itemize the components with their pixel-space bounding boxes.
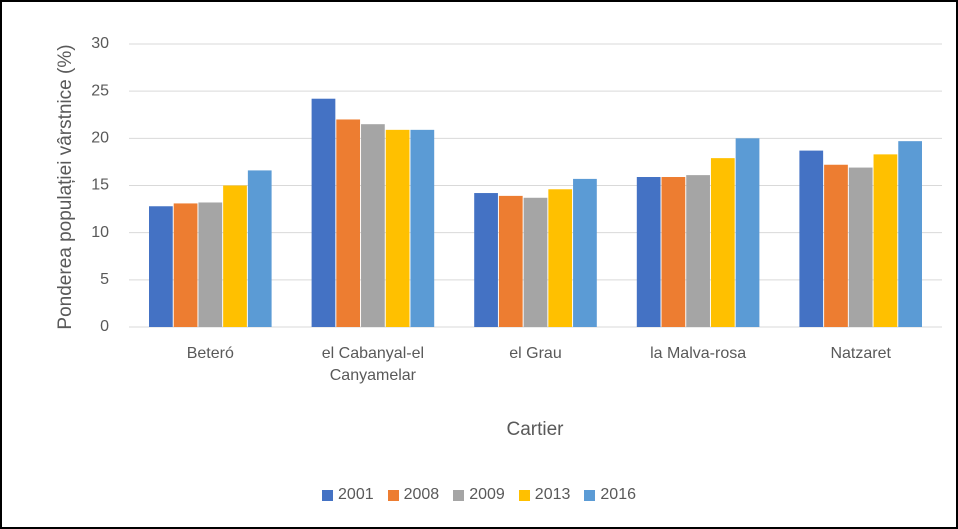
bar (198, 202, 223, 327)
bar (799, 150, 824, 327)
bar (661, 177, 686, 327)
y-axis-label: Ponderea populației vârstnice (%) (55, 44, 76, 329)
x-tick-label: la Malva-rosa (650, 345, 747, 362)
bar (636, 177, 661, 327)
legend-swatch (322, 489, 334, 501)
bar (474, 193, 498, 327)
bar (898, 141, 923, 327)
bar (548, 189, 573, 327)
x-tick-label: Natzaret (830, 345, 891, 362)
y-tick-label: 30 (91, 35, 109, 52)
x-axis-label: Cartier (506, 419, 564, 440)
legend-swatch (518, 489, 530, 501)
x-tick-label: Beteró (186, 345, 234, 362)
legend: 2001 2008 2009 2013 2016 (2, 486, 956, 504)
bar (686, 175, 710, 327)
legend-item: 2013 (518, 486, 571, 504)
legend-label: 2016 (600, 486, 636, 503)
bar (523, 197, 548, 327)
bar (247, 170, 272, 327)
bar (223, 185, 247, 327)
bar (361, 124, 385, 327)
legend-label: 2009 (469, 486, 505, 503)
legend-label: 2001 (338, 486, 374, 503)
y-tick-label: 10 (91, 224, 109, 241)
bar (735, 138, 760, 327)
bar (573, 178, 597, 327)
bar (173, 203, 198, 327)
legend-item: 2016 (584, 486, 636, 504)
y-tick-label: 5 (100, 271, 109, 288)
y-tick-label: 0 (100, 318, 109, 335)
bar (385, 129, 410, 327)
y-tick-label: 25 (91, 82, 109, 99)
y-tick-label: 20 (91, 130, 109, 147)
x-tick-label: el Grau (509, 345, 562, 362)
bar (873, 154, 898, 327)
legend-label: 2008 (403, 486, 440, 503)
legend-swatch (453, 489, 465, 501)
legend-item: 2001 (322, 486, 374, 504)
bar (311, 98, 336, 327)
bar (710, 158, 735, 327)
legend-item: 2008 (387, 486, 440, 504)
bar (498, 195, 523, 327)
legend-label: 2013 (534, 486, 571, 503)
bar (848, 167, 873, 327)
bar (148, 206, 173, 327)
bar (410, 129, 435, 327)
bar (824, 164, 848, 327)
legend-swatch (584, 489, 596, 501)
x-tick-label: el Cabanyal-el Canyamelar (321, 345, 425, 384)
bar (336, 119, 361, 327)
y-tick-label: 15 (91, 177, 109, 194)
legend-item: 2009 (453, 486, 505, 504)
legend-swatch (387, 489, 399, 501)
